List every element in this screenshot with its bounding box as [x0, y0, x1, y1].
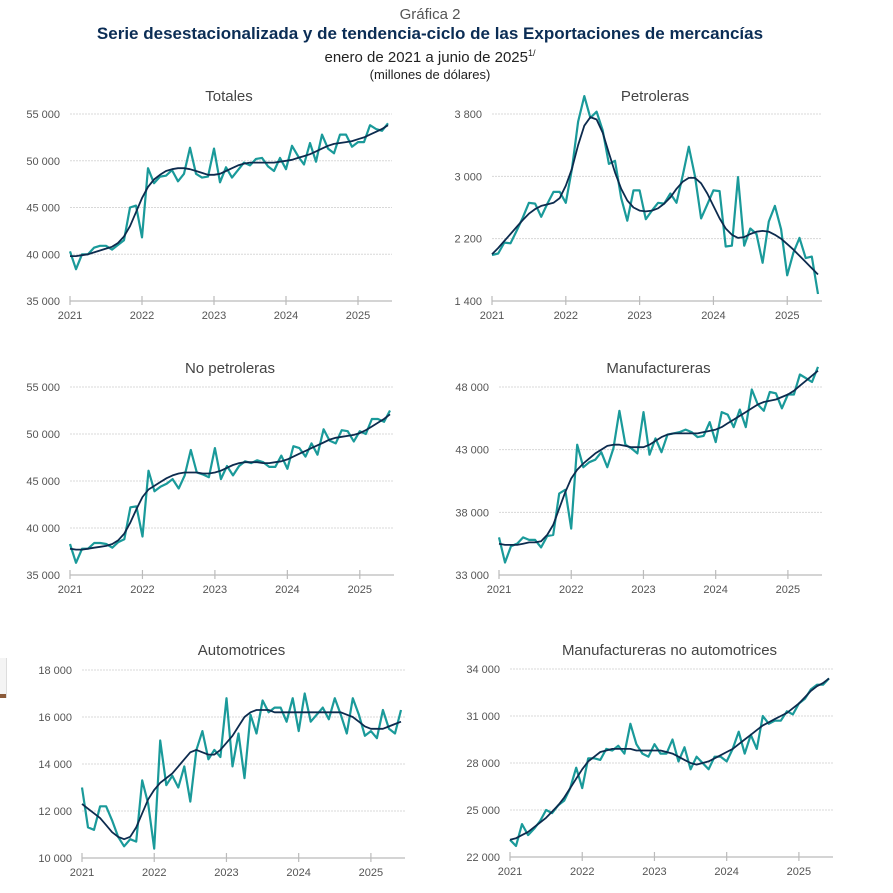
- y-tick-label: 45 000: [26, 203, 60, 215]
- x-tick-label: 2022: [559, 584, 583, 596]
- x-tick-label: 2025: [359, 867, 383, 879]
- chart-header: Gráfica 2 Serie desestacionalizada y de …: [0, 6, 860, 82]
- y-tick-label: 22 000: [466, 852, 500, 864]
- panel-title: No petroleras: [185, 360, 275, 377]
- y-tick-label: 38 000: [455, 507, 489, 519]
- y-tick-label: 50 000: [26, 156, 60, 168]
- x-tick-label: 2023: [627, 310, 651, 322]
- x-tick-label: 2023: [214, 867, 238, 879]
- x-tick-label: 2022: [130, 310, 154, 322]
- y-tick-label: 28 000: [466, 758, 500, 770]
- panel-petroleras: Petroleras 1 400 2 200 3 000 3 800 2021 2022 20…: [454, 88, 822, 322]
- x-tick-label: 2024: [703, 584, 727, 596]
- edge-artifact: [0, 658, 7, 698]
- y-tick-label: 3 000: [454, 171, 482, 183]
- y-tick-label: 18 000: [38, 665, 72, 677]
- series-seasonally-adjusted: [80, 692, 403, 850]
- panel-title: Totales: [205, 88, 253, 105]
- y-tick-label: 3 800: [454, 109, 482, 121]
- x-tick-label: 2021: [70, 867, 94, 879]
- figure-subtitle: enero de 2021 a junio de 20251/: [0, 44, 860, 67]
- x-tick-label: 2025: [346, 310, 370, 322]
- series-seasonally-adjusted: [497, 366, 820, 564]
- x-tick-label: 2022: [570, 866, 594, 878]
- series-trend-cycle: [498, 370, 819, 546]
- footnote-mark: 1/: [528, 48, 536, 58]
- y-tick-label: 55 000: [26, 109, 60, 121]
- panel-no-petroleras: No petroleras 35 000 40 000 45 000 50 000 55 …: [26, 360, 394, 596]
- x-tick-label: 2021: [487, 584, 511, 596]
- figure-units: (millones de dólares): [369, 67, 491, 82]
- panel-title: Manufactureras: [606, 360, 710, 377]
- panel-title: Petroleras: [621, 88, 689, 105]
- panel-manufactureras-no-automotrices: Manufactureras no automotrices 22 000 25 0…: [466, 642, 833, 878]
- series-trend-cycle: [81, 709, 402, 841]
- y-tick-label: 40 000: [26, 249, 60, 261]
- figure-label: Gráfica 2: [399, 6, 461, 23]
- y-tick-label: 31 000: [466, 711, 500, 723]
- x-tick-label: 2021: [58, 310, 82, 322]
- x-tick-label: 2024: [274, 310, 298, 322]
- x-tick-label: 2025: [776, 584, 800, 596]
- y-tick-label: 25 000: [466, 805, 500, 817]
- panel-title: Automotrices: [198, 642, 286, 659]
- x-tick-label: 2024: [275, 584, 299, 596]
- x-tick-label: 2024: [714, 866, 738, 878]
- y-tick-label: 48 000: [455, 382, 489, 394]
- series-trend-cycle: [491, 116, 819, 276]
- y-tick-label: 55 000: [26, 382, 60, 394]
- series-seasonally-adjusted: [68, 409, 391, 564]
- x-tick-label: 2022: [554, 310, 578, 322]
- x-tick-label: 2021: [58, 584, 82, 596]
- y-tick-label: 50 000: [26, 429, 60, 441]
- y-tick-label: 12 000: [38, 806, 72, 818]
- y-tick-label: 43 000: [455, 445, 489, 457]
- x-tick-label: 2022: [130, 584, 154, 596]
- series-trend-cycle: [70, 124, 389, 258]
- series-seasonally-adjusted: [491, 95, 820, 295]
- panel-manufactureras: Manufactureras 33 000 38 000 43 000 48 000 20…: [455, 360, 822, 596]
- figure-title: Serie desestacionalizada y de tendencia-…: [96, 24, 764, 43]
- series-seasonally-adjusted: [509, 677, 830, 848]
- x-tick-label: 2021: [498, 866, 522, 878]
- x-tick-label: 2024: [701, 310, 725, 322]
- y-tick-label: 14 000: [38, 759, 72, 771]
- x-tick-label: 2021: [480, 310, 504, 322]
- x-tick-label: 2023: [642, 866, 666, 878]
- y-tick-label: 40 000: [26, 523, 60, 535]
- x-tick-label: 2025: [348, 584, 372, 596]
- panel-totales: Totales 35 000 40 000 45 000 50 000 55 000 202…: [26, 88, 392, 322]
- subtitle-text: enero de 2021 a junio de 2025: [324, 49, 528, 66]
- y-tick-label: 35 000: [26, 296, 60, 308]
- series-trend-cycle: [69, 413, 391, 551]
- series-trend-cycle: [509, 677, 830, 841]
- x-tick-label: 2025: [787, 866, 811, 878]
- x-tick-label: 2024: [286, 867, 310, 879]
- panel-title: Manufactureras no automotrices: [562, 642, 777, 659]
- series-seasonally-adjusted: [68, 122, 389, 271]
- y-tick-label: 34 000: [466, 664, 500, 676]
- x-tick-label: 2025: [775, 310, 799, 322]
- y-tick-label: 35 000: [26, 570, 60, 582]
- y-tick-label: 16 000: [38, 712, 72, 724]
- x-tick-label: 2022: [142, 867, 166, 879]
- y-tick-label: 2 200: [454, 234, 482, 246]
- x-tick-label: 2023: [631, 584, 655, 596]
- y-tick-label: 1 400: [454, 296, 482, 308]
- y-tick-label: 10 000: [38, 853, 72, 865]
- y-tick-label: 33 000: [455, 570, 489, 582]
- y-tick-label: 45 000: [26, 476, 60, 488]
- x-tick-label: 2023: [203, 584, 227, 596]
- x-tick-label: 2023: [202, 310, 226, 322]
- panel-automotrices: Automotrices 10 000 12 000 14 000 16 000 18 0…: [38, 642, 405, 879]
